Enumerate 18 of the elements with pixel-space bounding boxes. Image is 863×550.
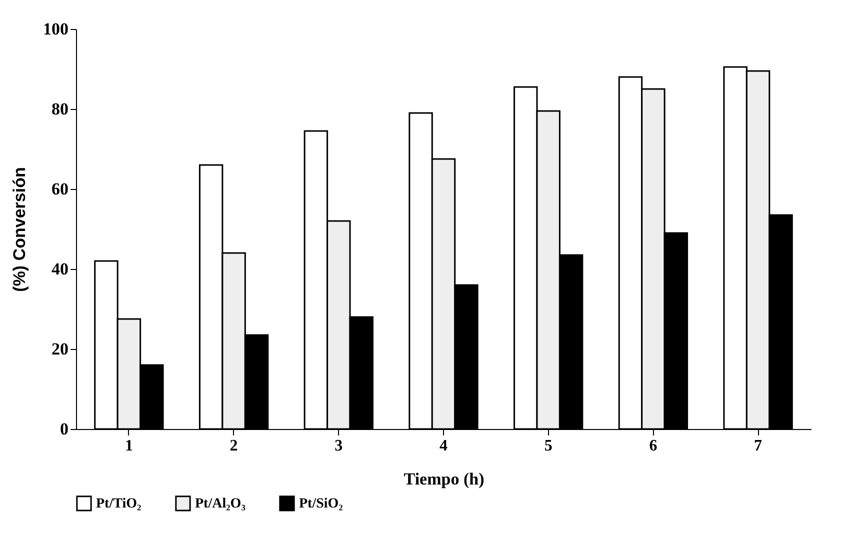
x-tick-label: 5	[544, 438, 552, 454]
x-axis-title: Tiempo (h)	[404, 470, 484, 488]
legend-label: Pt/Al₂O₃	[195, 496, 246, 512]
x-tick-label: 3	[334, 438, 343, 454]
y-tick-label: 40	[52, 260, 68, 278]
legend-label: Pt/TiO₂	[96, 496, 142, 512]
y-tick-label: 0	[60, 420, 68, 438]
y-tick-label: 80	[52, 100, 68, 118]
legend-label: Pt/SiO₂	[299, 496, 343, 512]
y-axis-title: (%) Conversión	[10, 167, 29, 292]
y-tick-label: 20	[52, 340, 68, 358]
x-tick-label: 1	[124, 438, 133, 454]
x-tick-label: 7	[754, 438, 762, 454]
x-tick-label: 2	[230, 438, 238, 454]
x-tick-label: 6	[649, 438, 658, 454]
y-tick-label: 60	[52, 180, 68, 198]
x-tick-label: 4	[440, 438, 448, 454]
y-tick-label: 100	[43, 20, 68, 38]
